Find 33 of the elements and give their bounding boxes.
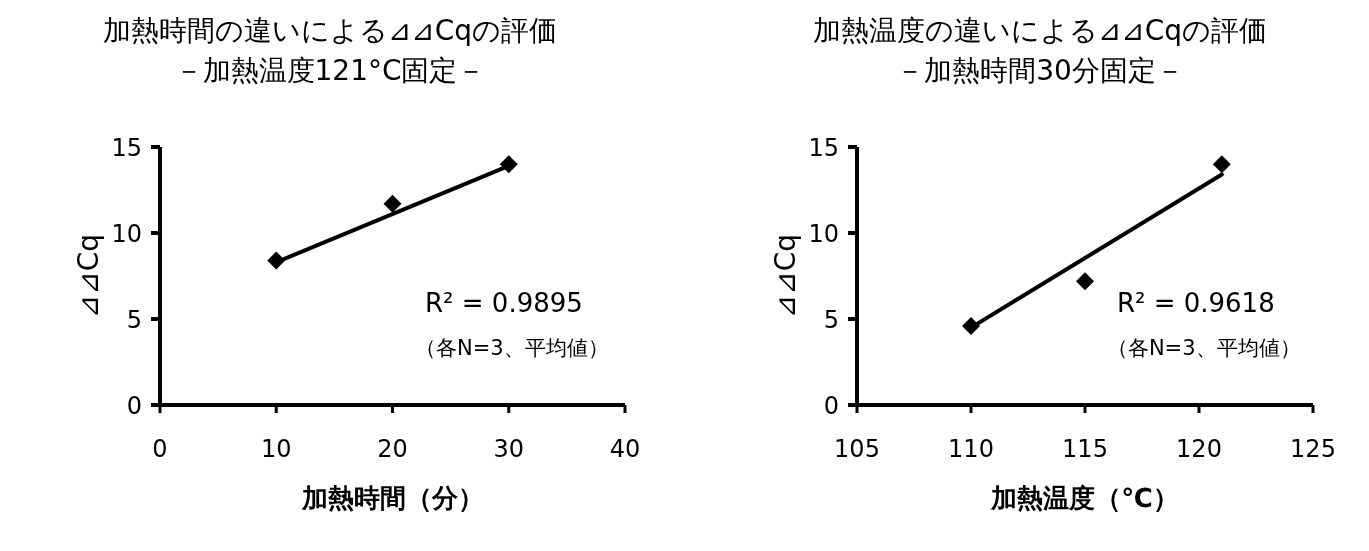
x-tick-label: 10: [260, 435, 292, 463]
y-tick-label: 0: [126, 392, 142, 420]
y-tick-label: 15: [808, 134, 839, 162]
x-tick-label: 120: [1176, 435, 1222, 463]
y-tick-label: 10: [111, 220, 142, 248]
y-tick-label: 5: [126, 306, 142, 334]
y-tick-label: 5: [823, 306, 839, 334]
y-tick-label: 15: [111, 134, 142, 162]
x-tick-label: 0: [152, 435, 168, 463]
y-tick-label: 10: [808, 220, 839, 248]
point: [383, 194, 402, 213]
x-tick-label: 115: [1062, 435, 1108, 463]
y-tick-label: 0: [823, 392, 839, 420]
annotation: （各N=3、平均値）: [1106, 336, 1301, 360]
chart-subtitle: －加熱時間30分固定－: [896, 54, 1184, 87]
chart-title: 加熱温度の違いによる⊿⊿Cqの評価: [812, 14, 1268, 47]
point: [1212, 155, 1231, 174]
x-tick-label: 125: [1290, 435, 1336, 463]
annotation: R² = 0.9618: [1116, 288, 1275, 318]
x-tick-label: 105: [834, 435, 880, 463]
x-axis-title: 加熱時間（分）: [300, 483, 484, 513]
y-axis-title: ⊿⊿Cq: [72, 233, 105, 319]
chart-subtitle: －加熱温度121°C固定－: [174, 54, 486, 87]
chart-title: 加熱時間の違いによる⊿⊿Cqの評価: [102, 14, 558, 47]
x-tick-label: 20: [377, 435, 408, 463]
x-tick-label: 40: [609, 435, 641, 463]
annotation: （各N=3、平均値）: [415, 336, 609, 360]
x-axis-title: 加熱温度（℃）: [990, 483, 1179, 513]
x-tick-label: 30: [493, 435, 525, 463]
x-tick-label: 110: [948, 435, 994, 463]
point: [1076, 272, 1094, 291]
y-axis-title: ⊿⊿Cq: [769, 233, 802, 319]
annotation: R² = 0.9895: [425, 288, 583, 318]
